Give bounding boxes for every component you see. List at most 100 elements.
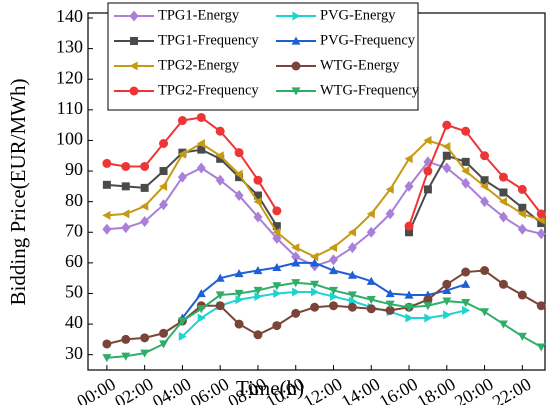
- marker: [253, 266, 263, 275]
- marker: [234, 289, 244, 298]
- x-tick-label: 00:00: [73, 374, 119, 405]
- x-tick-label: 16:00: [376, 374, 422, 405]
- marker: [480, 181, 489, 191]
- marker: [366, 276, 376, 285]
- y-tick-label: 80: [65, 190, 83, 210]
- x-tick-label: 12:00: [300, 374, 346, 405]
- marker: [442, 297, 452, 306]
- marker: [178, 331, 187, 341]
- marker: [234, 169, 243, 179]
- x-tick-label: 14:00: [338, 374, 384, 405]
- y-tick-label: 70: [65, 220, 83, 240]
- marker: [234, 269, 244, 278]
- marker: [405, 228, 414, 237]
- y-tick-label: 130: [56, 37, 83, 57]
- marker: [462, 305, 471, 315]
- series-line: [181, 290, 466, 338]
- marker: [385, 305, 395, 315]
- y-tick-label: 60: [65, 251, 83, 271]
- x-axis-title: Time(h): [236, 376, 304, 400]
- marker: [517, 223, 527, 235]
- marker: [121, 161, 131, 171]
- marker: [159, 199, 169, 211]
- marker: [177, 317, 187, 326]
- marker: [537, 219, 546, 228]
- marker: [159, 328, 169, 338]
- marker: [215, 301, 225, 311]
- marker: [215, 273, 225, 282]
- marker: [215, 151, 224, 161]
- marker: [159, 181, 168, 191]
- legend-label: PVG-Energy: [320, 7, 396, 23]
- marker: [234, 190, 244, 202]
- marker: [121, 352, 131, 361]
- marker: [347, 242, 357, 254]
- legend-label: TPG1-Energy: [158, 7, 240, 23]
- marker: [461, 166, 470, 176]
- marker: [443, 310, 452, 320]
- marker: [329, 292, 338, 302]
- x-tick-label: 22:00: [489, 374, 535, 405]
- marker: [366, 296, 376, 305]
- marker: [310, 252, 319, 262]
- marker: [404, 303, 414, 312]
- marker: [272, 282, 282, 291]
- y-tick-label: 140: [56, 6, 83, 26]
- marker: [234, 148, 244, 158]
- marker: [291, 279, 301, 288]
- marker: [234, 319, 244, 329]
- marker: [196, 138, 205, 148]
- marker: [291, 251, 301, 263]
- marker: [310, 258, 320, 267]
- marker: [102, 339, 112, 349]
- marker: [253, 286, 263, 295]
- y-tick-label: 110: [57, 98, 83, 118]
- marker: [273, 288, 282, 298]
- marker: [253, 191, 262, 200]
- marker: [129, 61, 138, 71]
- marker: [196, 288, 206, 298]
- marker: [480, 176, 489, 185]
- marker: [404, 290, 414, 299]
- marker: [140, 333, 150, 343]
- series-line: [106, 139, 542, 258]
- legend-label: TPG1-Frequency: [158, 32, 259, 48]
- y-axis-title: Bidding Price(EUR/MWh): [6, 79, 30, 306]
- marker: [272, 262, 282, 272]
- marker: [159, 340, 169, 349]
- series-line: [181, 261, 466, 319]
- marker: [159, 167, 168, 176]
- marker: [404, 221, 414, 231]
- marker: [347, 270, 357, 279]
- legend-label: WTG-Energy: [320, 57, 400, 73]
- marker: [235, 173, 244, 182]
- marker: [536, 343, 546, 352]
- marker: [215, 291, 225, 300]
- marker: [197, 313, 206, 323]
- marker: [423, 295, 433, 305]
- marker: [292, 287, 301, 297]
- marker: [129, 86, 139, 96]
- marker: [517, 290, 527, 300]
- marker: [498, 320, 508, 329]
- marker: [385, 300, 395, 309]
- marker: [140, 201, 149, 211]
- marker: [129, 10, 139, 22]
- marker: [405, 313, 414, 323]
- marker: [177, 116, 187, 126]
- marker: [442, 162, 452, 174]
- marker: [254, 292, 263, 302]
- marker: [291, 61, 301, 71]
- marker: [102, 180, 111, 189]
- marker: [442, 120, 452, 130]
- marker: [536, 301, 546, 311]
- legend-box: [107, 2, 419, 111]
- marker: [121, 222, 131, 234]
- marker: [291, 258, 301, 267]
- marker: [272, 206, 282, 216]
- marker: [272, 227, 281, 237]
- marker: [480, 151, 490, 161]
- y-tick-label: 120: [56, 67, 83, 87]
- marker: [140, 216, 150, 228]
